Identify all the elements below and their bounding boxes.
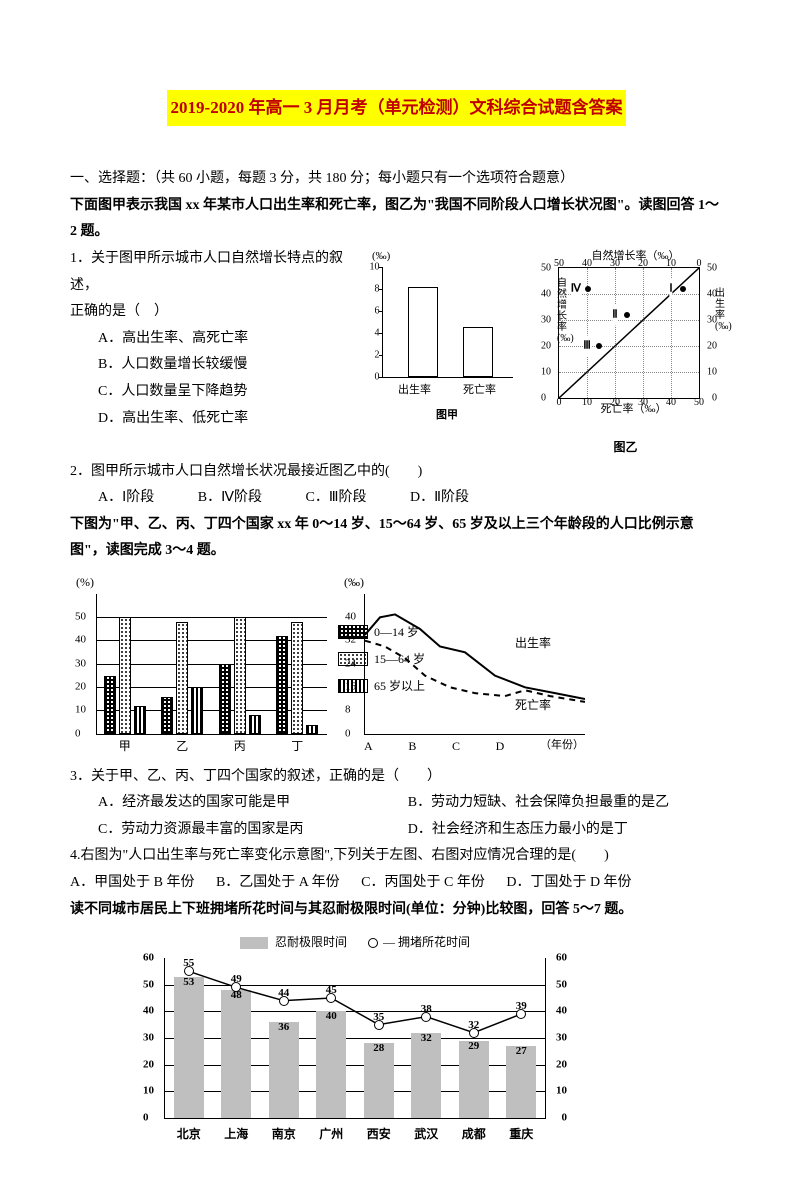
q4-opt-c: C．丙国处于 C 年份 bbox=[361, 870, 485, 897]
chart-jia-xlabel-1: 死亡率 bbox=[463, 380, 496, 401]
chart-jia: (‰) 0246810 出生率 死亡率 图甲 bbox=[372, 246, 522, 459]
q3-opt-a: A．经济最发达的国家可能是甲 bbox=[98, 790, 404, 817]
q4-opt-b: B．乙国处于 A 年份 bbox=[216, 870, 340, 897]
chart-yi: 自然增长率（‰） 自然增长率(‰) 出生率(‰) 010203040500102… bbox=[528, 246, 723, 459]
q4-stem: 4.右图为"人口出生率与死亡率变化示意图",下列关于左图、右图对应情况合理的是(… bbox=[70, 843, 723, 870]
chart-age-groups: (%) 01020304050 甲乙丙丁 0—14 岁15—64 岁65 岁以上 bbox=[70, 571, 330, 758]
chart-commute: 忍耐极限时间 — 拥堵所花时间 001010202030304040505060… bbox=[130, 931, 580, 1146]
intro-q3-4: 下图为"甲、乙、丙、丁四个国家 xx 年 0～14 岁、15～64 岁、65 岁… bbox=[70, 512, 723, 565]
legend-line-swatch bbox=[368, 938, 378, 948]
chart-jia-caption: 图甲 bbox=[372, 405, 522, 426]
q3-opt-d: D．社会经济和生态压力最小的是丁 bbox=[408, 817, 714, 844]
chart-birth-death: (‰) 0816243240出生率死亡率 ABCD（年份） bbox=[340, 571, 590, 758]
intro-q1-2: 下面图甲表示我国 xx 年某市人口出生率和死亡率，图乙为"我国不同阶段人口增长状… bbox=[70, 193, 723, 246]
chart-jia-xlabel-0: 出生率 bbox=[398, 380, 431, 401]
legend-line-label: 拥堵所花时间 bbox=[398, 935, 470, 949]
chart-jia-yunit: (‰) bbox=[372, 246, 522, 267]
q2-opt-d: D．Ⅱ阶段 bbox=[410, 485, 469, 512]
chart4-yunit: (‰) bbox=[344, 571, 590, 594]
page-title: 2019-2020 年高一 3 月月考（单元检测）文科综合试题含答案 bbox=[167, 90, 627, 126]
legend-bar-swatch bbox=[240, 937, 268, 949]
intro-q5-7: 读不同城市居民上下班拥堵所花时间与其忍耐极限时间(单位：分钟)比较图，回答 5～… bbox=[70, 897, 723, 924]
legend-bar-label: 忍耐极限时间 bbox=[275, 935, 347, 949]
q3-opt-c: C．劳动力资源最丰富的国家是丙 bbox=[98, 817, 404, 844]
chart-yi-caption: 图乙 bbox=[528, 436, 723, 459]
q3-stem: 3．关于甲、乙、丙、丁四个国家的叙述，正确的是（ ） bbox=[70, 764, 723, 791]
q4-opt-d: D．丁国处于 D 年份 bbox=[506, 870, 631, 897]
q3-opt-b: B．劳动力短缺、社会保障负担最重的是乙 bbox=[408, 790, 714, 817]
q2-opt-b: B．Ⅳ阶段 bbox=[198, 485, 262, 512]
q2-opt-a: A．Ⅰ阶段 bbox=[98, 485, 154, 512]
q2-opt-c: C．Ⅲ阶段 bbox=[306, 485, 367, 512]
chart3-yunit: (%) bbox=[76, 571, 330, 594]
section-heading: 一、选择题：（共 60 小题，每题 3 分，共 180 分；每小题只有一个选项符… bbox=[70, 166, 723, 193]
chart-yi-ylabel-right: 出生率(‰) bbox=[715, 288, 729, 332]
q4-opt-a: A．甲国处于 B 年份 bbox=[70, 870, 194, 897]
q2-stem: 2．图甲所示城市人口自然增长状况最接近图乙中的( ) bbox=[70, 459, 723, 486]
